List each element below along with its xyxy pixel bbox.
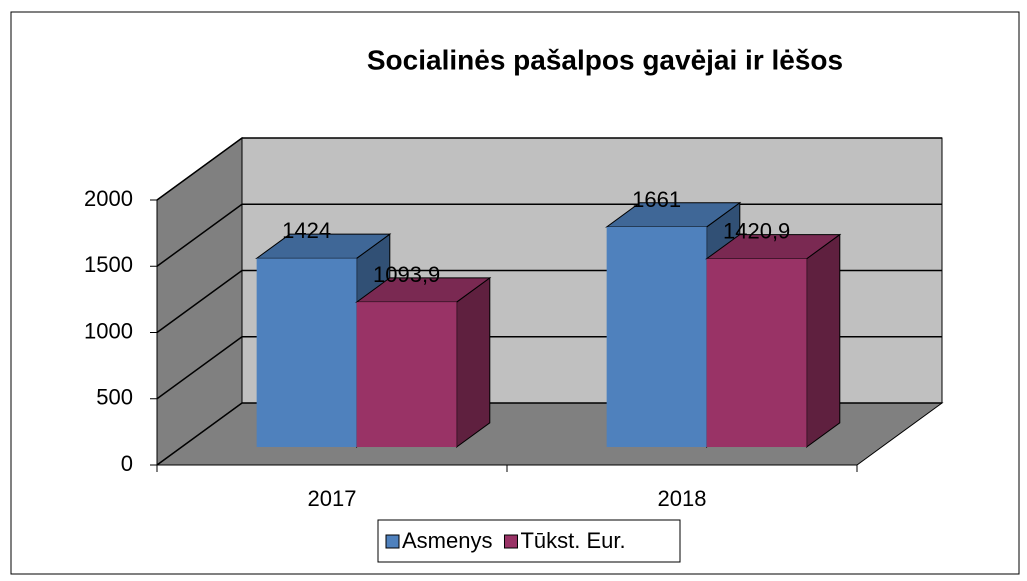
y-tick-label: 1500 <box>84 252 133 277</box>
y-tick-label: 0 <box>121 451 133 476</box>
y-tick-label: 500 <box>96 385 133 410</box>
chart-title: Socialinės pašalpos gavėjai ir lėšos <box>367 44 843 75</box>
bar-front <box>706 258 807 448</box>
legend-box <box>377 519 681 563</box>
y-tick-label: 1000 <box>84 318 133 343</box>
bar-front <box>256 258 357 448</box>
data-label: 1661 <box>632 187 681 212</box>
grid-line <box>156 137 942 201</box>
bar-side <box>806 233 841 449</box>
data-label: 1420,9 <box>723 219 790 244</box>
legend-swatch <box>385 534 400 549</box>
bar <box>355 276 492 449</box>
x-tick-label: 2017 <box>308 486 357 511</box>
bar-side <box>456 276 491 449</box>
y-tick-label: 2000 <box>84 186 133 211</box>
legend-swatch <box>503 534 518 549</box>
x-tick-label: 2018 <box>658 486 707 511</box>
bar-front <box>606 226 707 448</box>
data-label: 1093,9 <box>373 262 440 287</box>
bar <box>705 233 842 449</box>
legend-label: Asmenys <box>402 528 492 553</box>
data-label: 1424 <box>282 218 331 243</box>
legend-label: Tūkst. Eur. <box>520 528 625 553</box>
bar-front <box>356 302 457 448</box>
legend: Asmenys Tūkst. Eur. <box>377 519 681 563</box>
